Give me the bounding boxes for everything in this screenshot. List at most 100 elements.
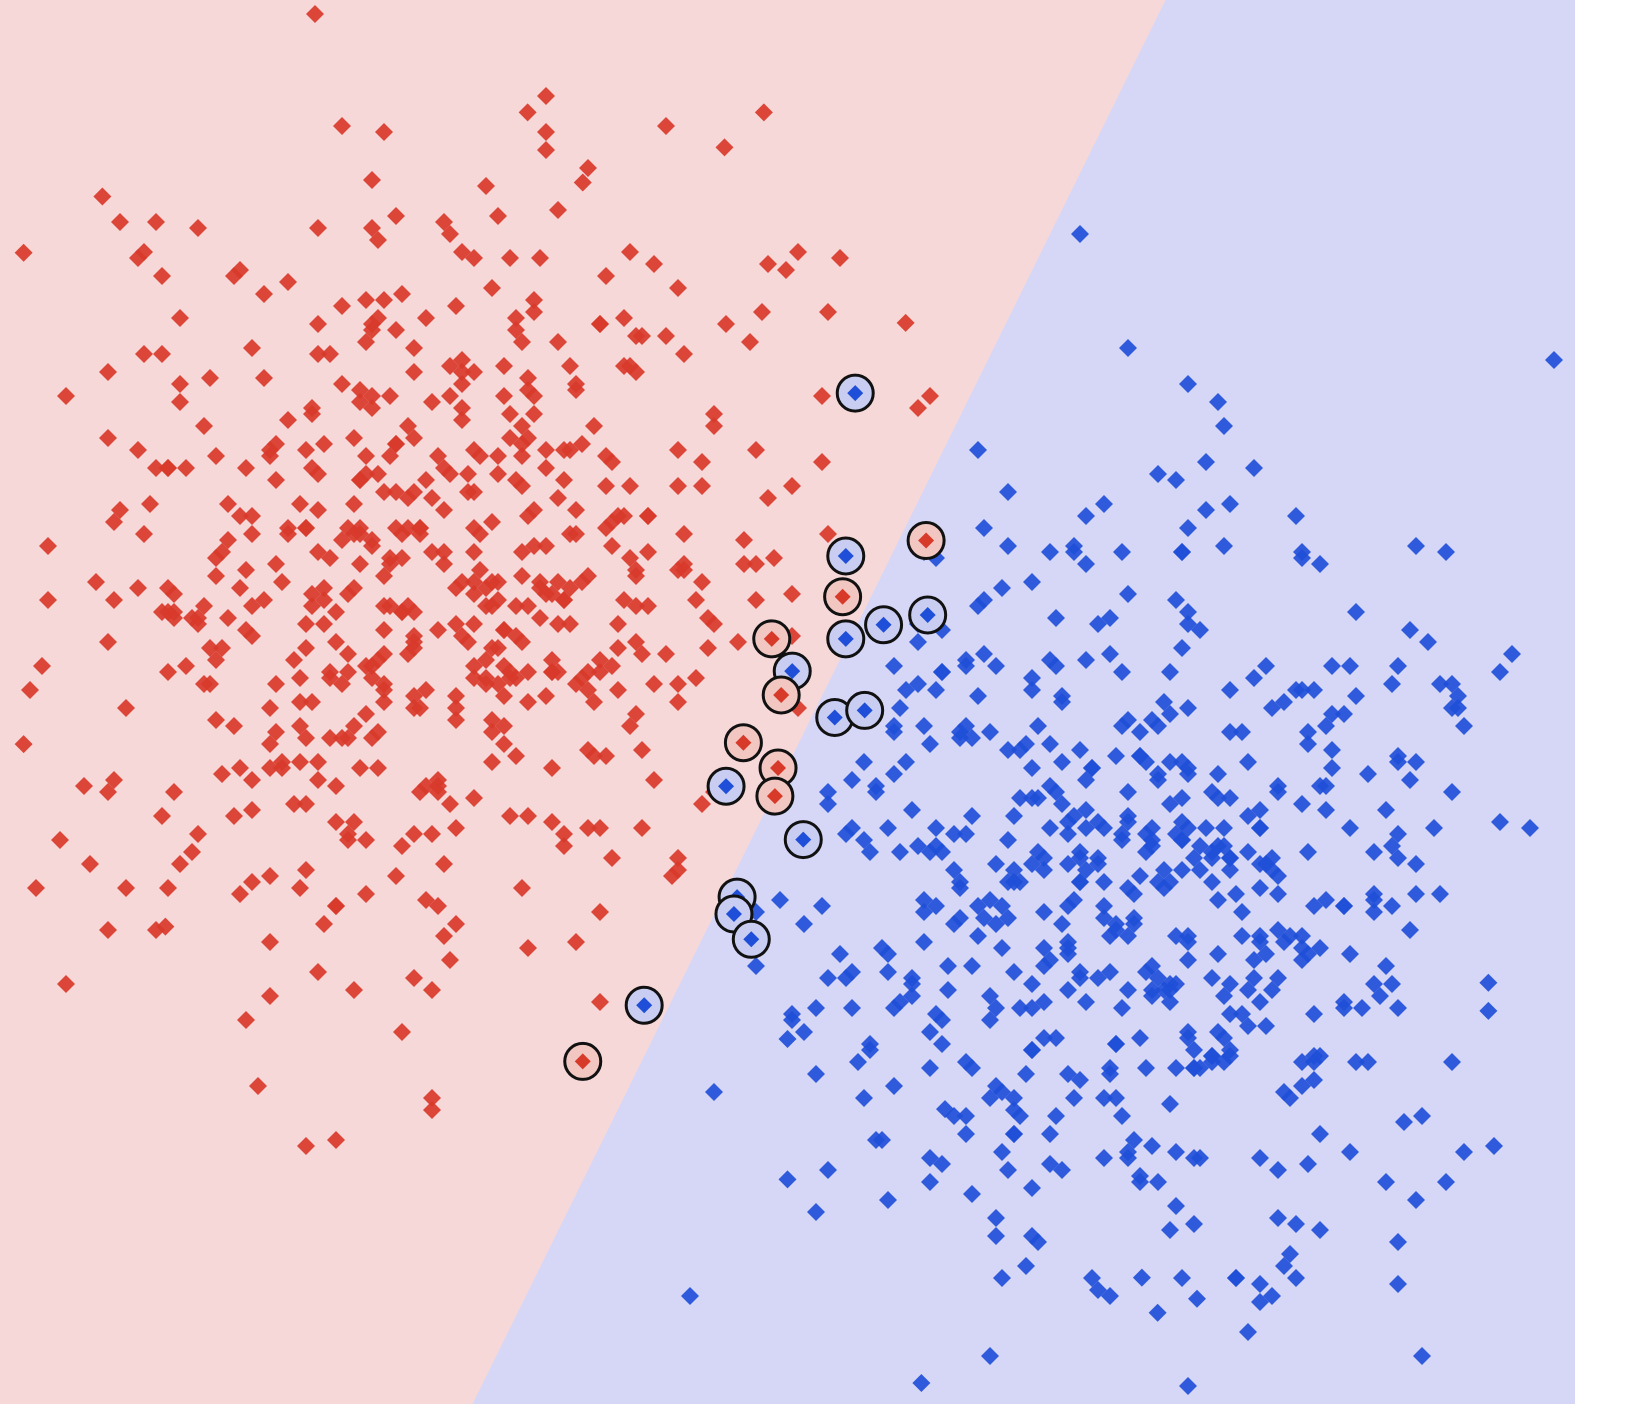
data-point-class-1: [1443, 1053, 1461, 1071]
data-point-class-1: [1431, 885, 1449, 903]
data-point-class-0: [291, 753, 309, 771]
data-point-class-0: [519, 693, 537, 711]
data-point-class-0: [369, 465, 387, 483]
data-point-class-0: [57, 387, 75, 405]
data-point-class-0: [297, 639, 315, 657]
data-point-class-1: [1047, 1107, 1065, 1125]
data-point-class-1: [915, 933, 933, 951]
data-point-class-1: [987, 999, 1005, 1017]
support-vector-point-class-1: [795, 831, 812, 848]
data-point-class-1: [999, 483, 1017, 501]
data-point-class-1: [1251, 801, 1269, 819]
data-point-class-0: [597, 519, 615, 537]
data-point-class-0: [369, 231, 387, 249]
data-point-class-0: [405, 969, 423, 987]
data-point-class-0: [537, 141, 555, 159]
data-point-class-1: [807, 1203, 825, 1221]
data-point-class-0: [423, 393, 441, 411]
data-point-class-0: [789, 243, 807, 261]
data-point-class-1: [1197, 501, 1215, 519]
data-point-class-1: [1077, 507, 1095, 525]
data-point-class-0: [327, 897, 345, 915]
data-point-class-1: [1023, 1041, 1041, 1059]
data-point-class-1: [1215, 417, 1233, 435]
data-point-class-0: [195, 675, 213, 693]
data-point-class-0: [621, 357, 639, 375]
data-point-class-0: [729, 633, 747, 651]
data-point-class-1: [1377, 801, 1395, 819]
data-point-class-1: [1449, 699, 1467, 717]
data-point-class-0: [333, 297, 351, 315]
data-point-class-0: [561, 357, 579, 375]
data-point-class-0: [471, 447, 489, 465]
support-vector-point-class-0: [770, 759, 787, 776]
data-point-class-1: [921, 735, 939, 753]
data-point-class-0: [549, 333, 567, 351]
data-point-class-0: [351, 471, 369, 489]
data-point-class-1: [969, 441, 987, 459]
data-point-class-1: [1101, 1059, 1119, 1077]
data-point-class-1: [1185, 1215, 1203, 1233]
data-point-class-1: [1023, 681, 1041, 699]
support-vector-point-class-1: [743, 931, 760, 948]
data-point-class-1: [1251, 1275, 1269, 1293]
data-point-class-0: [243, 801, 261, 819]
support-vector-point-class-1: [847, 385, 864, 402]
data-point-class-0: [291, 693, 309, 711]
data-point-class-0: [33, 657, 51, 675]
data-point-class-0: [471, 561, 489, 579]
data-point-class-1: [1005, 1089, 1023, 1107]
data-point-class-1: [1233, 903, 1251, 921]
data-point-class-1: [1179, 699, 1197, 717]
data-point-class-0: [333, 675, 351, 693]
data-point-class-1: [1185, 1149, 1203, 1167]
data-point-class-0: [309, 753, 327, 771]
data-point-class-0: [369, 651, 387, 669]
data-point-class-0: [831, 249, 849, 267]
data-point-class-1: [1269, 885, 1287, 903]
data-point-class-1: [1119, 927, 1137, 945]
data-point-class-1: [1311, 777, 1329, 795]
data-point-class-1: [903, 801, 921, 819]
data-point-class-1: [1389, 999, 1407, 1017]
data-point-class-0: [387, 519, 405, 537]
data-point-class-0: [231, 507, 249, 525]
data-point-class-0: [381, 387, 399, 405]
data-point-class-0: [345, 429, 363, 447]
data-point-class-1: [873, 1131, 891, 1149]
data-point-class-0: [21, 681, 39, 699]
data-point-class-0: [207, 447, 225, 465]
data-point-class-0: [375, 567, 393, 585]
data-point-class-0: [297, 441, 315, 459]
data-point-class-1: [921, 1173, 939, 1191]
data-point-class-1: [1173, 831, 1191, 849]
data-point-class-0: [297, 861, 315, 879]
data-point-class-1: [1161, 993, 1179, 1011]
data-point-class-0: [459, 465, 477, 483]
data-point-class-1: [1341, 1143, 1359, 1161]
data-point-class-0: [99, 633, 117, 651]
data-point-class-0: [705, 405, 723, 423]
data-point-class-1: [945, 825, 963, 843]
data-point-class-1: [999, 537, 1017, 555]
data-point-class-0: [453, 627, 471, 645]
region-class-0: [0, 0, 1166, 1404]
data-point-class-0: [657, 327, 675, 345]
data-point-class-1: [1137, 963, 1155, 981]
support-vector-point-class-1: [875, 616, 892, 633]
data-point-class-1: [1107, 1035, 1125, 1053]
data-point-class-0: [537, 123, 555, 141]
data-point-class-1: [1209, 1023, 1227, 1041]
data-point-class-1: [1491, 663, 1509, 681]
data-point-class-1: [1383, 897, 1401, 915]
data-point-class-1: [1305, 681, 1323, 699]
data-point-class-1: [1143, 711, 1161, 729]
data-point-class-1: [1029, 789, 1047, 807]
data-point-class-1: [1095, 819, 1113, 837]
data-point-class-1: [1035, 1029, 1053, 1047]
data-point-class-1: [1389, 1233, 1407, 1251]
data-point-class-0: [291, 495, 309, 513]
data-point-class-0: [105, 591, 123, 609]
data-point-class-1: [1413, 1347, 1431, 1365]
data-point-class-1: [903, 975, 921, 993]
